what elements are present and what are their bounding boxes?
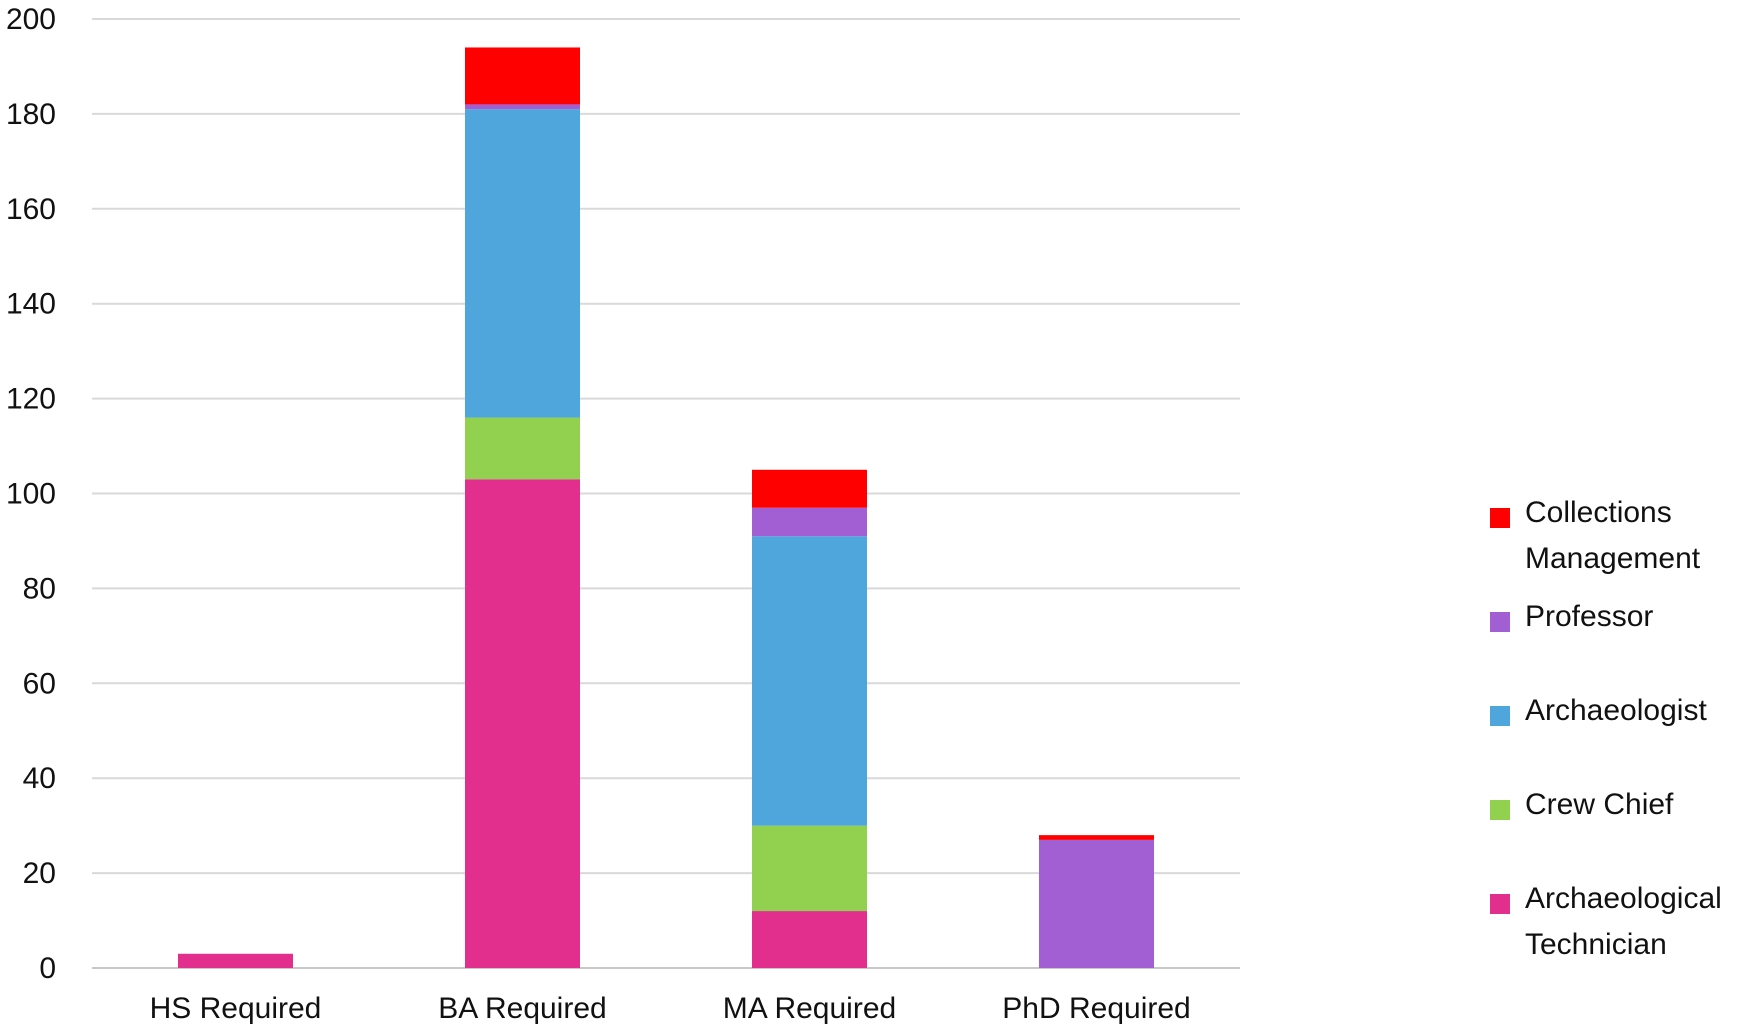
y-tick-label: 160 — [6, 193, 56, 226]
y-tick-label: 0 — [39, 952, 56, 985]
y-tick-label: 40 — [23, 762, 56, 795]
legend-swatch — [1490, 706, 1510, 726]
x-tick-label: HS Required — [150, 992, 322, 1025]
bar-segment — [752, 470, 867, 508]
y-tick-label: 140 — [6, 288, 56, 321]
y-tick-label: 200 — [6, 3, 56, 36]
y-tick-label: 100 — [6, 478, 56, 511]
bar-segment — [752, 826, 867, 911]
legend-item-professor: Professor — [1490, 604, 1740, 640]
legend-label: Professor — [1525, 594, 1740, 640]
legend-swatch — [1490, 508, 1510, 528]
legend-swatch — [1490, 800, 1510, 820]
legend-label: Archaeological Technician — [1525, 876, 1740, 968]
x-tick-label: MA Required — [723, 992, 896, 1025]
bar-segment — [465, 418, 580, 480]
bar-segment — [1039, 835, 1154, 840]
gridlines — [92, 19, 1240, 968]
bar-segment — [752, 508, 867, 536]
bars — [178, 47, 1154, 968]
y-tick-label: 20 — [23, 857, 56, 890]
legend-item-archaeologist: Archaeologist — [1490, 698, 1740, 734]
y-axis-tick-labels: 0 20 40 60 80 100 120 140 160 180 200 — [6, 3, 56, 985]
bar-segment — [465, 479, 580, 968]
legend-swatch — [1490, 894, 1510, 914]
x-tick-label: BA Required — [438, 992, 606, 1025]
bar-segment — [752, 911, 867, 968]
y-tick-label: 120 — [6, 383, 56, 416]
bar-segment — [1039, 840, 1154, 968]
x-tick-label: PhD Required — [1002, 992, 1190, 1025]
legend-label: Collections Management — [1525, 490, 1740, 582]
y-tick-label: 60 — [23, 667, 56, 700]
legend-label: Crew Chief — [1525, 782, 1740, 828]
legend-item-crew-chief: Crew Chief — [1490, 792, 1740, 828]
x-axis-tick-labels: HS Required BA Required MA Required PhD Req… — [150, 992, 1191, 1025]
bar-segment — [178, 954, 293, 968]
bar-segment — [465, 104, 580, 109]
legend-label: Archaeologist — [1525, 688, 1740, 734]
y-tick-label: 180 — [6, 98, 56, 131]
bar-segment — [752, 536, 867, 825]
legend-item-archaeological-technician: Archaeological Technician — [1490, 886, 1740, 968]
bar-segment — [465, 47, 580, 104]
bar-segment — [465, 109, 580, 417]
legend-item-collections-management: Collections Management — [1490, 500, 1740, 582]
legend-swatch — [1490, 612, 1510, 632]
y-tick-label: 80 — [23, 572, 56, 605]
